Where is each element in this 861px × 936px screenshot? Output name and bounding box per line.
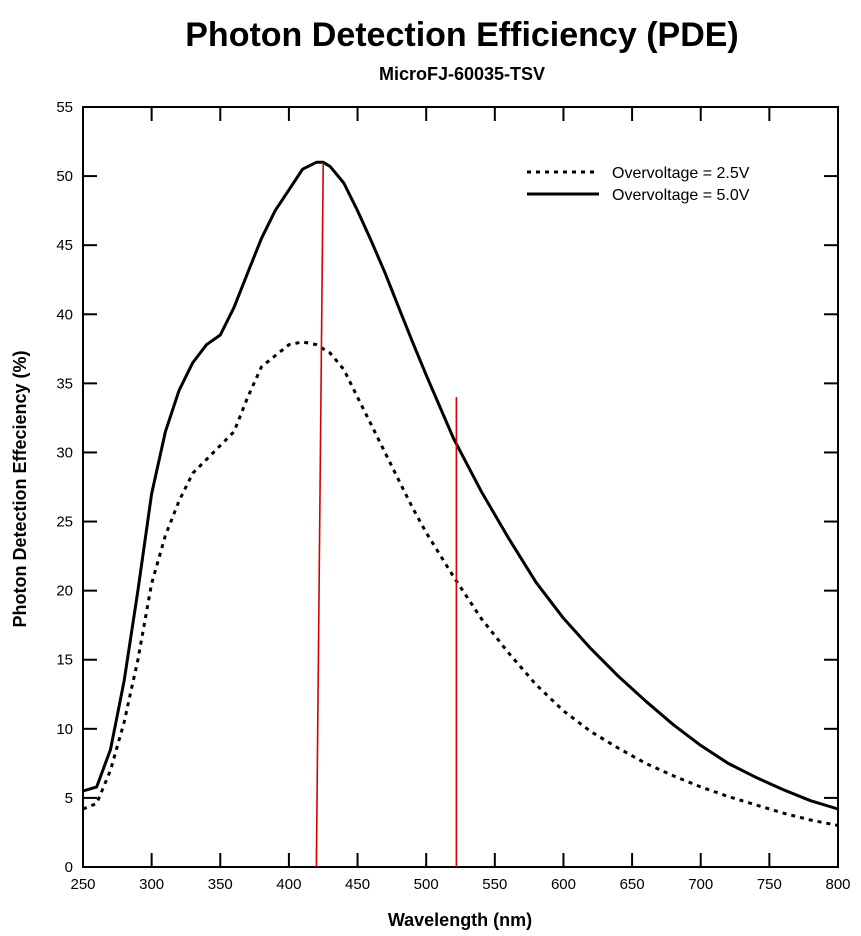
- series-line-dotted: [82, 340, 839, 827]
- annotation-layer: [315, 162, 458, 868]
- x-tick-label: 400: [276, 876, 301, 893]
- chart-title: Photon Detection Efficiency (PDE): [185, 16, 739, 54]
- x-tick-label: 500: [414, 876, 439, 893]
- y-axis-title: Photon Detection Effeciency (%): [10, 350, 30, 627]
- chart-subtitle: MicroFJ-60035-TSV: [379, 64, 545, 84]
- y-tick-label: 30: [56, 444, 73, 461]
- y-tick-label: 35: [56, 375, 73, 392]
- y-tick-label: 15: [56, 652, 73, 669]
- y-tick-label: 25: [56, 514, 73, 531]
- x-tick-label: 700: [688, 876, 713, 893]
- x-tick-label: 350: [208, 876, 233, 893]
- y-tick-label: 5: [65, 790, 73, 807]
- series-layer: [82, 160, 839, 827]
- plot-axes: [82, 106, 839, 868]
- x-tick-label: 550: [482, 876, 507, 893]
- x-tick-label: 600: [551, 876, 576, 893]
- plot-frame: [82, 106, 839, 868]
- y-tick-label: 40: [56, 306, 73, 323]
- x-axis-title: Wavelength (nm): [388, 910, 532, 930]
- x-tick-label: 750: [757, 876, 782, 893]
- x-tick-label: 800: [825, 876, 850, 893]
- y-tick-label: 50: [56, 168, 73, 185]
- x-tick-label: 250: [70, 876, 95, 893]
- red-annotation-line: [315, 162, 325, 868]
- x-axis-ticks: 250 300 350 400 450 500 550 600 650 700 750 800: [70, 107, 851, 893]
- x-tick-label: 300: [139, 876, 164, 893]
- y-tick-label: 45: [56, 237, 73, 254]
- y-tick-label: 10: [56, 721, 73, 738]
- x-tick-label: 650: [620, 876, 645, 893]
- x-tick-label: 450: [345, 876, 370, 893]
- legend-label: Overvoltage = 5.0V: [612, 187, 750, 204]
- legend-label: Overvoltage = 2.5V: [612, 165, 750, 182]
- y-tick-label: 20: [56, 583, 73, 600]
- y-tick-label: 0: [65, 859, 73, 876]
- legend: Overvoltage = 2.5V Overvoltage = 5.0V: [527, 165, 750, 204]
- y-tick-label: 55: [56, 99, 73, 116]
- y-axis-ticks: 0 5 10 15 20 25 30 35 40 45 50 55: [56, 99, 838, 876]
- series-line-solid: [82, 160, 839, 811]
